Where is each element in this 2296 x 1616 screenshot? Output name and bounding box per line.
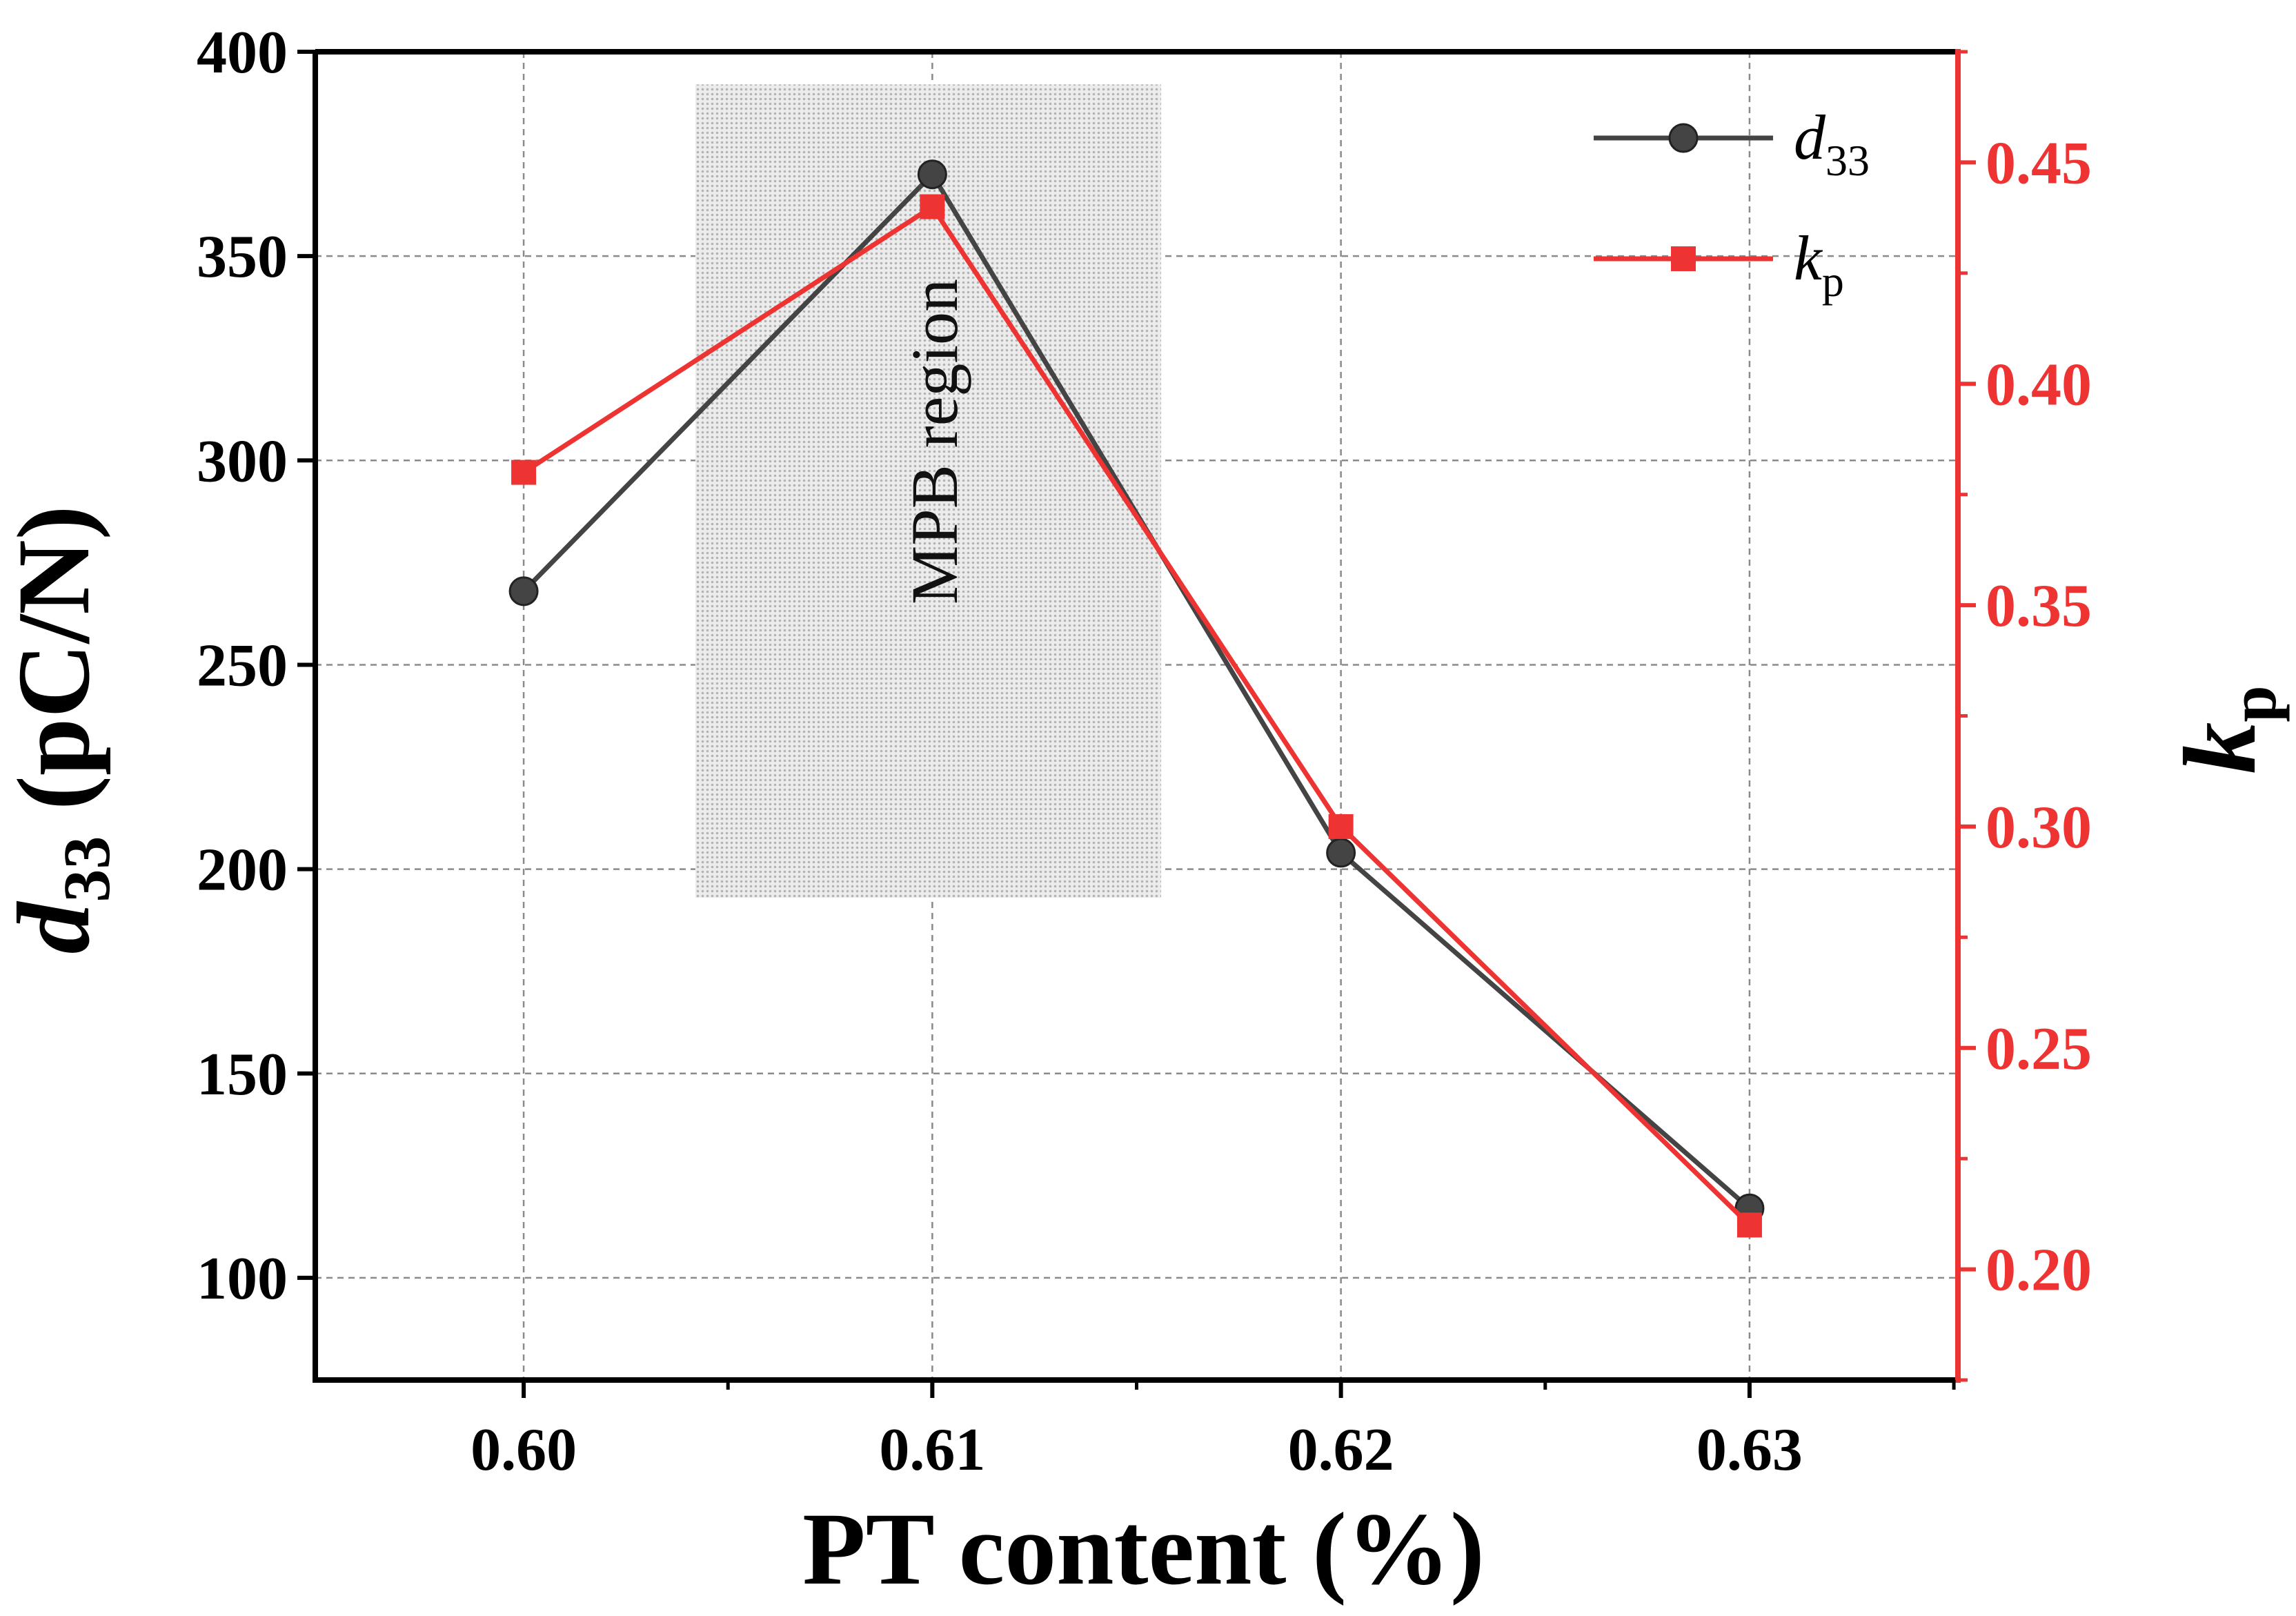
- y-right-tick-label: 0.40: [1986, 351, 2092, 418]
- y-left-tick-label: 150: [197, 1041, 288, 1108]
- y-right-tick-label: 0.25: [1986, 1016, 2092, 1083]
- legend-marker-kp: [1671, 246, 1696, 271]
- data-point-d33: [1326, 838, 1356, 868]
- legend-label-d33: d33: [1794, 102, 1870, 185]
- data-point-d33: [917, 159, 947, 190]
- x-tick-label: 0.61: [879, 1417, 985, 1484]
- y-left-tick-label: 200: [197, 837, 288, 904]
- y-left-tick-label: 350: [197, 224, 288, 290]
- y-left-title-unit: (pC/N): [0, 505, 111, 836]
- data-point-kp: [920, 194, 945, 219]
- legend-subscript: 33: [1825, 136, 1870, 185]
- y-left-tick-label: 300: [197, 428, 288, 495]
- legend-symbol: k: [1794, 223, 1823, 293]
- y-right-tick-label: 0.35: [1986, 573, 2092, 640]
- y-right-tick-label: 0.45: [1986, 130, 2092, 197]
- x-tick-label: 0.62: [1288, 1417, 1394, 1484]
- legend-label-kp: kp: [1794, 223, 1844, 306]
- y-right-tick-label: 0.20: [1986, 1237, 2092, 1304]
- x-tick-label: 0.60: [471, 1417, 577, 1484]
- data-point-d33: [508, 576, 539, 607]
- data-point-kp: [511, 460, 537, 485]
- series: [508, 159, 1765, 1238]
- y-left-title-subscript: 33: [50, 836, 123, 903]
- y-left-axis-title: d33 (pC/N): [0, 505, 123, 954]
- y-right-axis-title: kp: [2163, 685, 2290, 773]
- mpb-region-label: MPB region: [898, 279, 971, 604]
- y-right-title-symbol: k: [2163, 722, 2277, 774]
- data-point-kp: [1736, 1212, 1762, 1238]
- legend-subscript: p: [1822, 257, 1844, 306]
- series-line-kp: [522, 204, 1752, 1227]
- x-axis-title: PT content (%): [802, 1492, 1485, 1606]
- y-right-tick-label: 0.30: [1986, 794, 2092, 861]
- x-tick-label: 0.63: [1696, 1417, 1803, 1484]
- y-left-tick-label: 100: [197, 1245, 288, 1312]
- y-left-tick-label: 250: [197, 632, 288, 699]
- y-left-tick-label: 400: [197, 19, 288, 86]
- legend-marker-d33: [1668, 123, 1699, 153]
- y-right-title-subscript: p: [2216, 685, 2290, 722]
- y-left-title-symbol: d: [0, 901, 111, 954]
- mpb-shaded-region: [695, 84, 1162, 898]
- data-point-kp: [1328, 814, 1354, 839]
- legend-symbol: d: [1794, 102, 1826, 173]
- axes: 100 150 200 250 300 350 400 0.60 0.61 0.62 0.63 0.2…: [0, 19, 2290, 1484]
